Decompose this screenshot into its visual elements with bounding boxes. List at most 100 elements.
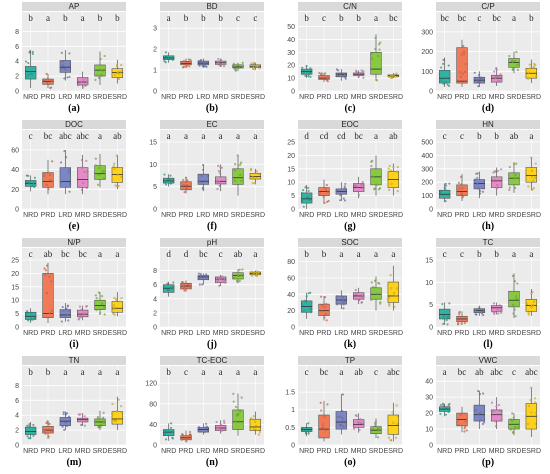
y-tick-label: 5 (291, 193, 295, 200)
data-point (389, 439, 392, 442)
x-tick-label: MRD (351, 448, 367, 455)
data-point (188, 434, 191, 437)
data-point (169, 174, 172, 177)
data-point (114, 73, 117, 76)
data-point (80, 80, 83, 83)
data-point (377, 188, 380, 191)
data-point (477, 85, 480, 88)
box-srd (370, 52, 382, 75)
x-tick-label: NRD (437, 94, 452, 101)
data-point (532, 179, 535, 182)
data-point (396, 423, 399, 426)
data-point (300, 426, 303, 429)
data-point (512, 430, 515, 433)
data-point (477, 81, 480, 84)
box-nrd (438, 308, 451, 320)
data-point (362, 422, 365, 425)
y-tick-label: 40 (287, 292, 295, 299)
y-tick-label: 30 (287, 50, 295, 57)
y-tick-label: 2 (15, 428, 19, 435)
panel-background (436, 366, 540, 445)
significance-letter: a (253, 131, 257, 141)
x-tick-label: ESRD (522, 330, 541, 337)
data-point (396, 166, 399, 169)
x-tick-label: SRD (93, 212, 108, 219)
box-lrd (59, 60, 72, 73)
data-point (378, 43, 381, 46)
box-prd (42, 172, 54, 188)
x-tick-label: LRD (472, 94, 486, 101)
data-point (197, 272, 200, 275)
data-point (30, 318, 33, 321)
data-point (490, 410, 493, 413)
box-mrd (490, 176, 503, 188)
panel-title: N/P (67, 238, 80, 247)
x-tick-label: PRD (179, 330, 194, 337)
box-nrd (24, 426, 37, 435)
data-point (258, 431, 261, 434)
data-point (376, 183, 379, 186)
data-point (185, 184, 188, 187)
data-point (252, 67, 255, 70)
data-point (389, 274, 392, 277)
data-point (458, 311, 461, 314)
data-point (513, 60, 516, 63)
x-tick-label: ESRD (522, 94, 541, 101)
box-mrd (76, 77, 89, 86)
y-tick-label: 6 (15, 44, 19, 51)
x-tick-label: SRD (507, 448, 522, 455)
data-point (50, 429, 53, 432)
data-point (457, 323, 460, 326)
strip-header (298, 238, 402, 247)
x-tick-label: NRD (437, 448, 452, 455)
data-point (44, 269, 47, 272)
data-point (257, 271, 260, 274)
significance-letter: abc (76, 131, 89, 141)
data-point (171, 58, 174, 61)
box-srd (232, 409, 244, 430)
data-point (353, 427, 356, 430)
data-point (342, 197, 345, 200)
significance-letter: b (494, 249, 499, 259)
data-point (497, 404, 500, 407)
data-point (479, 76, 482, 79)
data-point (241, 61, 244, 64)
data-point (534, 162, 537, 165)
data-point (68, 75, 71, 78)
data-point (96, 173, 99, 176)
panel-background (298, 248, 402, 327)
y-tick-label: 15 (425, 258, 433, 265)
significance-letter: a (236, 367, 240, 377)
x-tick-label: MRD (213, 448, 229, 455)
data-point (236, 280, 239, 283)
data-point (95, 297, 98, 300)
box-srd (370, 287, 382, 300)
significance-letter: b (46, 367, 51, 377)
significance-letter: bc (389, 13, 398, 23)
strip-header (22, 120, 126, 129)
significance-letter: abc (387, 367, 400, 377)
data-point (234, 420, 237, 423)
data-point (120, 175, 123, 178)
data-point (49, 174, 52, 177)
x-tick-label: LRD (58, 94, 72, 101)
significance-letter: c (460, 131, 464, 141)
data-point (339, 199, 342, 202)
box-lrd (473, 404, 486, 422)
significance-letter: c (443, 249, 447, 259)
data-point (113, 297, 116, 300)
data-point (47, 188, 50, 191)
strip-header (22, 356, 126, 365)
data-point (77, 417, 80, 420)
data-point (473, 71, 476, 74)
significance-letter: a (201, 131, 205, 141)
x-tick-label: PRD (317, 330, 332, 337)
data-point (388, 188, 391, 191)
panel-ap: AP 0 2 4 6 8 b NRD a PRD b LRD a MRD b SRD b ESRD (a) (15, 2, 127, 114)
data-point (203, 430, 206, 433)
data-point (337, 69, 340, 72)
strip-header (298, 120, 402, 129)
data-point (77, 413, 80, 416)
data-point (83, 424, 86, 427)
significance-letter: c (322, 13, 326, 23)
